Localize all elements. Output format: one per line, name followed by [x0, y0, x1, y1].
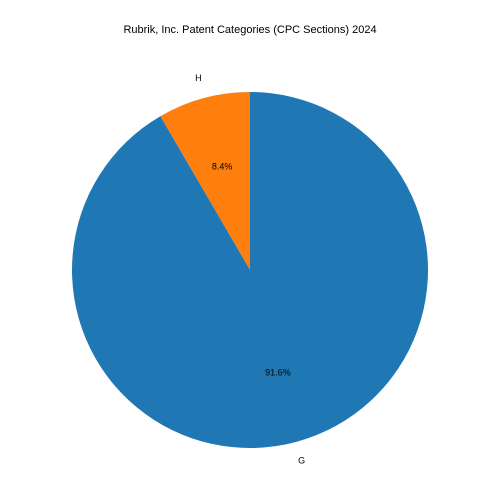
pie-label-H: H — [195, 73, 202, 83]
pie-label-G: G — [298, 456, 305, 466]
pie-pct-G: 91.6% — [265, 367, 291, 377]
chart-container: Rubrik, Inc. Patent Categories (CPC Sect… — [0, 0, 500, 500]
pie-slice-G — [72, 92, 428, 448]
pie-pct-H: 8.4% — [212, 161, 233, 171]
pie-chart: 8.4% H 91.6% G — [0, 0, 500, 500]
